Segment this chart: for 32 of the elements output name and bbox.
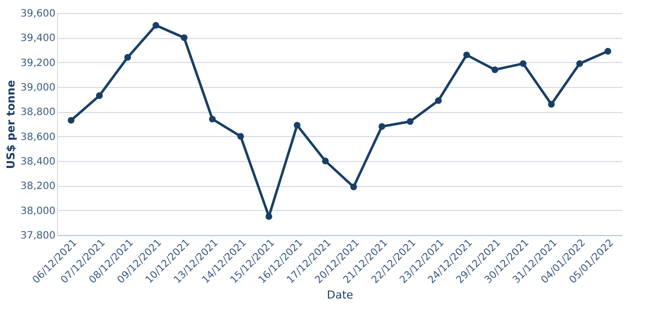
point [520, 60, 526, 67]
y-tick-label: 39,000 [20, 82, 56, 94]
point [463, 52, 470, 58]
point [68, 116, 74, 124]
point [96, 92, 103, 99]
point [180, 34, 188, 42]
point [406, 118, 414, 125]
y-tick-label: 38,400 [20, 156, 56, 168]
point [604, 48, 612, 55]
point [576, 60, 583, 67]
y-tick-label: 39,600 [20, 8, 56, 20]
x-axis-title: Date [326, 288, 354, 302]
point [209, 116, 216, 122]
point [435, 97, 442, 104]
y-tick-label: 38,600 [20, 132, 56, 143]
y-tick-label: 39,200 [20, 58, 56, 69]
point [492, 66, 498, 74]
point [266, 213, 272, 220]
point [378, 123, 386, 130]
y-tick-label: 38,800 [20, 107, 56, 118]
y-axis-title: US$ per tonne [4, 80, 18, 169]
point [152, 22, 160, 29]
y-tick-label: 37,800 [20, 230, 56, 242]
y-tick-label: 38,000 [20, 206, 56, 217]
point [124, 54, 131, 61]
point [548, 100, 555, 108]
point [237, 132, 244, 140]
point [350, 184, 357, 190]
y-tick-label: 38,200 [20, 181, 56, 192]
y-tick-label: 39,400 [20, 33, 56, 44]
point [322, 158, 329, 164]
point [294, 122, 300, 129]
